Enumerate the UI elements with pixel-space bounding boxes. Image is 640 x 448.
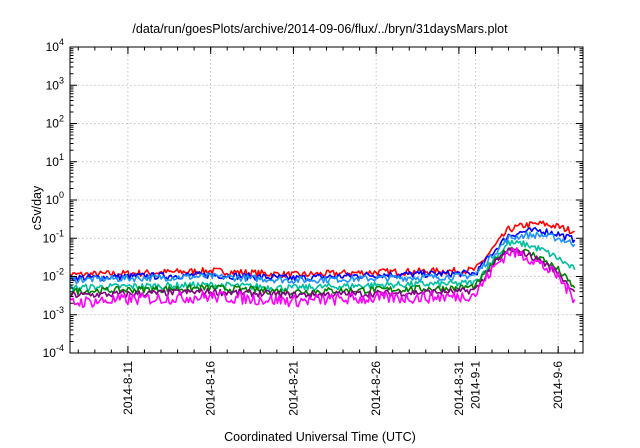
y-tick-label: 104 (46, 37, 64, 54)
x-tick-label: 2014-8-26 (369, 361, 383, 416)
x-tick-label: 2014-8-31 (452, 361, 466, 416)
series-line (70, 226, 576, 283)
y-tick-label: 10-4 (43, 343, 64, 360)
x-axis-label: Coordinated Universal Time (UTC) (224, 430, 416, 444)
x-tick-label: 2014-8-16 (204, 361, 218, 416)
y-tick-label: 10-2 (43, 267, 64, 284)
x-tick-label: 2014-9-6 (551, 361, 565, 409)
grid (70, 47, 583, 353)
series-line (70, 247, 576, 309)
y-tick-label: 101 (46, 152, 64, 169)
chart-title: /data/run/goesPlots/archive/2014-09-06/f… (132, 22, 508, 36)
x-tick-label: 2014-9-1 (468, 361, 482, 409)
y-axis-ticks: 10-4 10-3 10-2 10-1 100 101 102 103 104 (43, 37, 583, 360)
y-tick-label: 100 (46, 190, 64, 207)
y-tick-label: 102 (46, 114, 64, 131)
series-line (70, 239, 576, 292)
y-tick-label: 10-3 (43, 305, 64, 322)
series-lines (70, 220, 576, 309)
series-line (70, 231, 576, 285)
x-axis-ticks: 2014-8-11 2014-8-16 2014-8-21 2014-8-26 2014… (77, 47, 576, 416)
x-tick-label: 2014-8-11 (121, 361, 135, 415)
y-tick-label: 10-1 (43, 228, 64, 245)
y-tick-label: 103 (46, 75, 64, 92)
x-tick-label: 2014-8-21 (286, 361, 300, 416)
